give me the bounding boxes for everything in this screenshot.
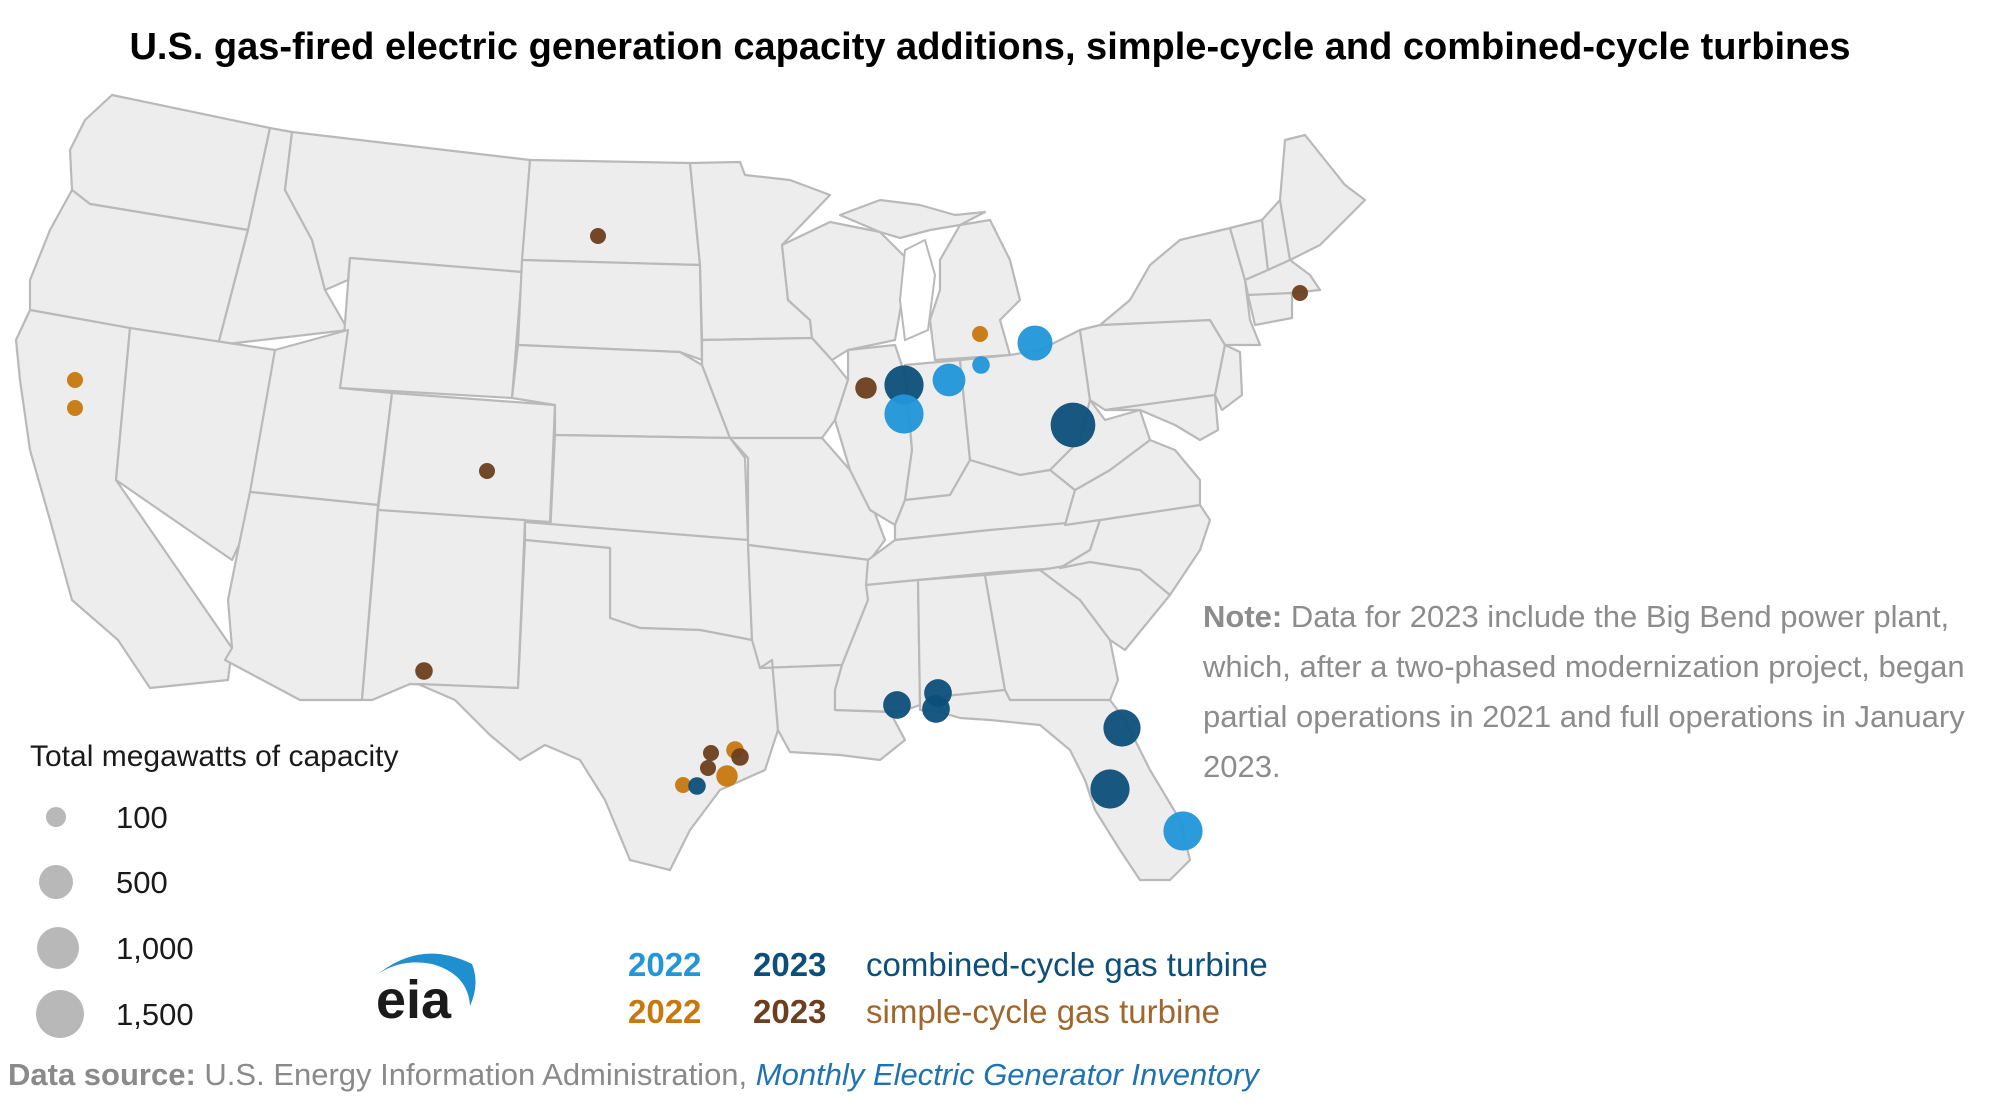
capacity-point <box>67 400 83 416</box>
key-simple-2022: 2022 <box>628 993 702 1030</box>
capacity-point <box>479 463 495 479</box>
capacity-point <box>67 372 83 388</box>
key-simple-label: simple-cycle gas turbine <box>866 993 1220 1030</box>
key-simple-2023: 2023 <box>753 993 827 1030</box>
size-legend-circles <box>36 807 84 1038</box>
capacity-point <box>884 394 924 434</box>
capacity-point <box>883 691 911 719</box>
state-new-jersey <box>1213 343 1244 412</box>
capacity-point <box>675 777 691 793</box>
state-south-dakota <box>516 258 704 362</box>
capacity-point <box>972 356 990 374</box>
note-text: Data for 2023 include the Big Bend power… <box>1203 599 1965 784</box>
state-wyoming <box>338 256 524 400</box>
legend-label-500: 500 <box>116 865 168 900</box>
capacity-point <box>1050 402 1096 448</box>
state-michigan <box>928 218 1022 362</box>
capacity-point <box>932 363 966 397</box>
legend-circle-500 <box>39 865 73 899</box>
key-combined-label: combined-cycle gas turbine <box>866 946 1268 983</box>
note-label: Note: <box>1203 599 1283 634</box>
capacity-point <box>590 228 606 244</box>
capacity-point <box>855 377 877 399</box>
legend-label-100: 100 <box>116 800 168 835</box>
capacity-points <box>67 228 1308 851</box>
state-kansas <box>548 433 750 542</box>
capacity-point <box>716 765 738 787</box>
state-north-carolina <box>1058 503 1212 597</box>
capacity-point <box>703 745 719 761</box>
state-missouri <box>728 436 887 562</box>
state-michigan-upper <box>838 198 987 240</box>
capacity-point <box>972 326 988 342</box>
data-source: Data source: U.S. Energy Information Adm… <box>8 1057 1259 1093</box>
state-new-mexico <box>360 508 527 702</box>
source-org: U.S. Energy Information Administration, <box>204 1057 748 1092</box>
capacity-point <box>688 777 706 795</box>
capacity-point <box>1090 769 1130 809</box>
state-north-dakota <box>520 158 702 267</box>
state-maine <box>1278 133 1367 262</box>
legend-circle-1000 <box>37 927 79 969</box>
state-connecticut <box>1246 291 1294 327</box>
legend-title: Total megawatts of capacity <box>30 740 399 773</box>
note: Note: Data for 2023 include the Big Bend… <box>1203 592 1993 792</box>
capacity-point <box>1163 811 1203 851</box>
capacity-point <box>922 695 950 723</box>
state-shapes <box>14 93 1367 882</box>
capacity-point <box>1017 325 1053 361</box>
legend-label-1000: 1,000 <box>116 931 194 966</box>
source-dataset-link[interactable]: Monthly Electric Generator Inventory <box>755 1057 1259 1092</box>
state-arizona <box>223 490 380 702</box>
state-florida <box>938 688 1192 882</box>
source-label: Data source: <box>8 1057 196 1092</box>
legend-circle-1500 <box>36 990 84 1038</box>
legend-label-1500: 1,500 <box>116 997 194 1032</box>
key-combined-2022: 2022 <box>628 946 702 983</box>
state-wisconsin <box>780 220 912 362</box>
key-combined-2023: 2023 <box>753 946 827 983</box>
lake-michigan <box>898 238 937 342</box>
capacity-point <box>731 748 749 766</box>
legend-circle-100 <box>46 807 66 827</box>
state-colorado <box>376 391 557 524</box>
map-title: U.S. gas-fired electric generation capac… <box>129 26 1851 68</box>
capacity-point <box>415 662 433 680</box>
eia-logo: eia <box>376 953 476 1024</box>
eia-logo-text: eia <box>376 970 452 1024</box>
capacity-point <box>1292 285 1308 301</box>
capacity-point <box>700 760 716 776</box>
capacity-point <box>1103 709 1141 747</box>
capacity-point <box>884 365 924 405</box>
